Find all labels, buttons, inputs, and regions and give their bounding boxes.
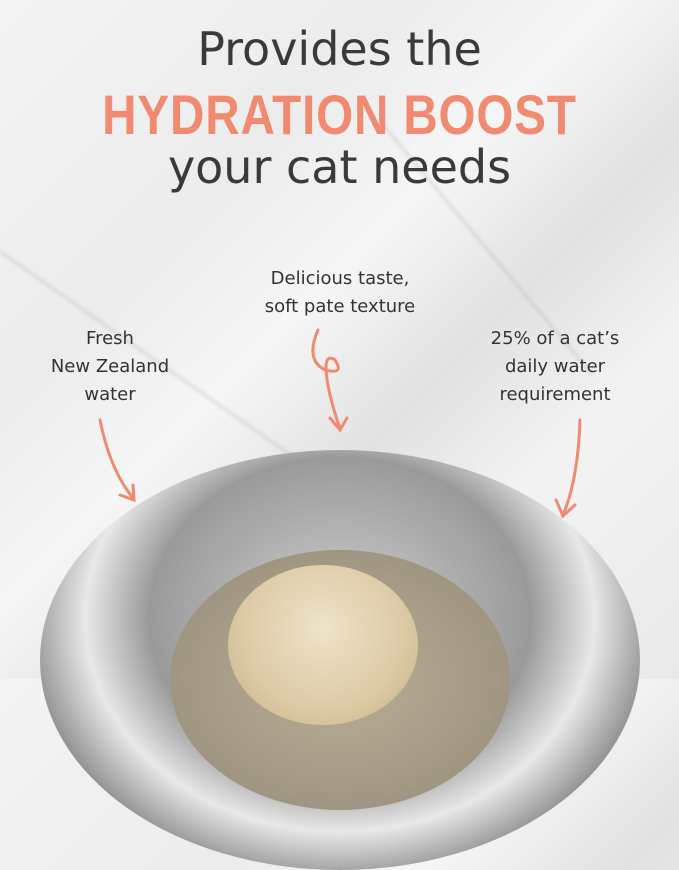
headline-line3: your cat needs bbox=[167, 140, 512, 194]
callout-left: Fresh New Zealand water bbox=[30, 325, 190, 409]
arrow-center-icon bbox=[311, 328, 349, 433]
callout-text: requirement bbox=[499, 384, 611, 405]
arrow-right-icon bbox=[554, 418, 582, 519]
callout-text: daily water bbox=[504, 356, 606, 377]
headline-highlight: HYDRATION BOOST bbox=[102, 83, 577, 146]
callout-text: 25% of a cat’s bbox=[490, 328, 620, 349]
callout-text: Delicious taste, bbox=[270, 268, 410, 289]
callout-text: soft pate texture bbox=[264, 296, 416, 317]
callout-text: New Zealand bbox=[50, 356, 170, 377]
callout-text: water bbox=[84, 384, 136, 405]
arrow-left-icon bbox=[98, 418, 136, 503]
callout-text: Fresh bbox=[86, 328, 134, 349]
callout-right: 25% of a cat’s daily water requirement bbox=[470, 325, 640, 409]
callout-center: Delicious taste, soft pate texture bbox=[235, 265, 445, 321]
arrows bbox=[98, 328, 582, 519]
headline-line1: Provides the bbox=[197, 22, 482, 76]
